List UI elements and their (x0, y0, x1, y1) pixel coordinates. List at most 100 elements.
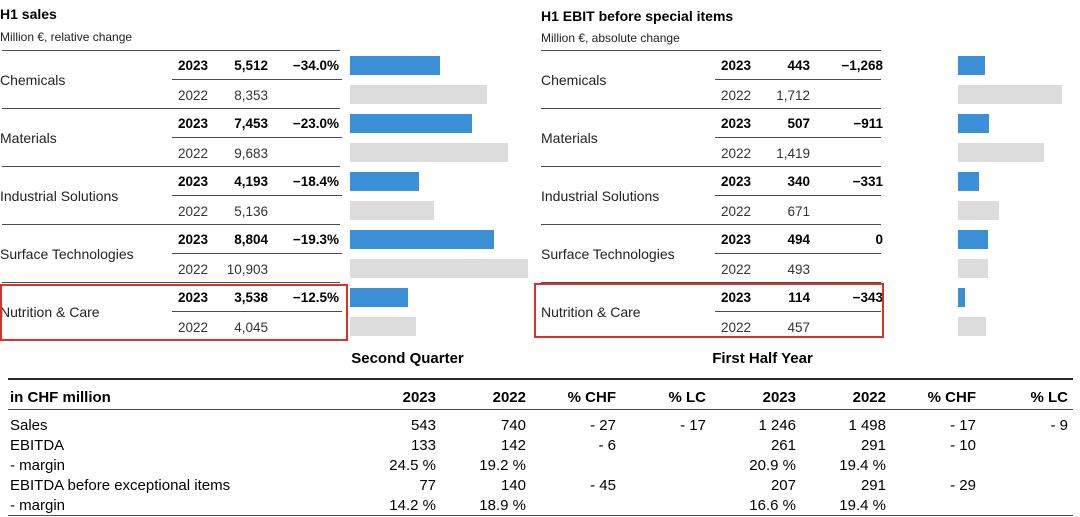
ebit-change-value: −343 (852, 290, 883, 305)
sales-bar-previous (350, 143, 508, 162)
column-header: % CHF (567, 389, 616, 406)
table-row-label: - margin (10, 457, 66, 474)
sales-segment-label: Nutrition & Care (0, 304, 100, 320)
sales-title: H1 sales (0, 6, 57, 22)
unit-label: in CHF million (10, 389, 111, 406)
table-row-label: EBITDA before exceptional items (10, 477, 231, 494)
ebit-year-previous: 2022 (720, 204, 751, 219)
sales-segment-label: Surface Technologies (0, 246, 134, 262)
sales-bar-previous (350, 201, 434, 220)
sales-segment-divider (2, 50, 340, 51)
sales-year-divider (172, 195, 342, 196)
sales-value-current: 7,453 (234, 116, 268, 131)
sales-change-value: −34.0% (292, 58, 339, 73)
first-half-heading: First Half Year (712, 350, 813, 367)
ebit-bar-previous (958, 317, 986, 336)
table-cell: 291 (860, 477, 886, 494)
ebit-year-previous: 2022 (720, 146, 751, 161)
ebit-segment-label: Materials (541, 130, 598, 146)
table-cell: 207 (770, 477, 796, 494)
table-cell: 14.2 % (389, 497, 436, 514)
sales-segment-label: Industrial Solutions (0, 188, 119, 204)
table-cell: 18.9 % (479, 497, 526, 514)
table-cell: 291 (860, 437, 886, 454)
table-header-rule (8, 409, 1073, 410)
column-header: % LC (1030, 389, 1069, 406)
table-cell: 77 (419, 477, 436, 494)
table-cell: 19.2 % (479, 457, 526, 474)
sales-year-current: 2023 (177, 58, 208, 73)
column-header: % CHF (927, 389, 976, 406)
sales-value-current: 3,538 (234, 290, 268, 305)
table-cell: 20.9 % (749, 457, 796, 474)
table-cell: 261 (770, 437, 796, 454)
sales-value-previous: 10,903 (226, 262, 268, 277)
table-cell: - 17 (680, 417, 706, 434)
sales-year-current: 2023 (177, 290, 208, 305)
column-header: 2022 (852, 389, 886, 406)
sales-bar-current (350, 114, 472, 133)
ebit-year-current: 2023 (720, 174, 751, 189)
ebit-year-divider (715, 253, 881, 254)
sales-year-divider (172, 311, 342, 312)
sales-bar-previous (350, 85, 487, 104)
table-cell: - 45 (590, 477, 616, 494)
ebit-bar-current (958, 114, 989, 133)
table-cell: 19.4 % (839, 457, 886, 474)
table-cell: - 10 (950, 437, 976, 454)
table-cell: 543 (410, 417, 436, 434)
ebit-change-value: −911 (853, 116, 883, 131)
sales-bar-current (350, 288, 408, 307)
table-cell: - 9 (1050, 417, 1068, 434)
sales-change-value: −23.0% (292, 116, 339, 131)
sales-year-current: 2023 (177, 232, 208, 247)
ebit-year-divider (715, 311, 881, 312)
sales-value-previous: 9,683 (234, 146, 268, 161)
ebit-value-current: 494 (787, 232, 810, 247)
ebit-segment-label: Nutrition & Care (541, 304, 641, 320)
table-cell: 1 246 (758, 417, 796, 434)
sales-value-current: 4,193 (234, 174, 268, 189)
sales-change-value: −19.3% (292, 232, 339, 247)
ebit-year-current: 2023 (720, 290, 751, 305)
ebit-change-value: 0 (875, 232, 883, 247)
ebit-year-previous: 2022 (720, 88, 751, 103)
table-cell: 140 (500, 477, 526, 494)
sales-bar-previous (350, 317, 416, 336)
sales-segment-divider (2, 224, 340, 225)
table-cell: - 29 (950, 477, 976, 494)
second-quarter-heading: Second Quarter (351, 350, 464, 367)
table-row-label: EBITDA (10, 437, 65, 454)
highlight-box-sales-nutrition (0, 284, 348, 341)
ebit-segment-divider (541, 282, 881, 283)
ebit-subtitle: Million €, absolute change (541, 31, 680, 45)
sales-bar-previous (350, 259, 528, 278)
sales-value-previous: 5,136 (234, 204, 268, 219)
ebit-bar-current (958, 172, 979, 191)
ebit-year-current: 2023 (720, 232, 751, 247)
ebit-value-previous: 1,712 (776, 88, 810, 103)
table-cell: 1 498 (848, 417, 886, 434)
sales-bar-current (350, 56, 440, 75)
highlight-box-ebit-nutrition (534, 283, 884, 338)
table-row-label: Sales (10, 417, 48, 434)
table-cell: 16.6 % (749, 497, 796, 514)
ebit-segment-label: Surface Technologies (541, 246, 675, 262)
ebit-bar-previous (958, 85, 1062, 104)
sales-year-previous: 2022 (177, 88, 208, 103)
sales-change-value: −18.4% (292, 174, 339, 189)
ebit-bar-previous (958, 259, 988, 278)
table-cell: 24.5 % (389, 457, 436, 474)
ebit-value-previous: 457 (787, 320, 810, 335)
ebit-year-divider (715, 137, 881, 138)
sales-segment-label: Chemicals (0, 72, 66, 88)
table-cell: - 17 (950, 417, 976, 434)
sales-segment-label: Materials (0, 130, 57, 146)
ebit-year-current: 2023 (720, 116, 751, 131)
ebit-bar-previous (958, 201, 999, 220)
ebit-bar-current (958, 56, 985, 75)
sales-year-current: 2023 (177, 116, 208, 131)
sales-segment-divider (2, 108, 340, 109)
table-cell: 133 (410, 437, 436, 454)
ebit-value-current: 443 (787, 58, 810, 73)
